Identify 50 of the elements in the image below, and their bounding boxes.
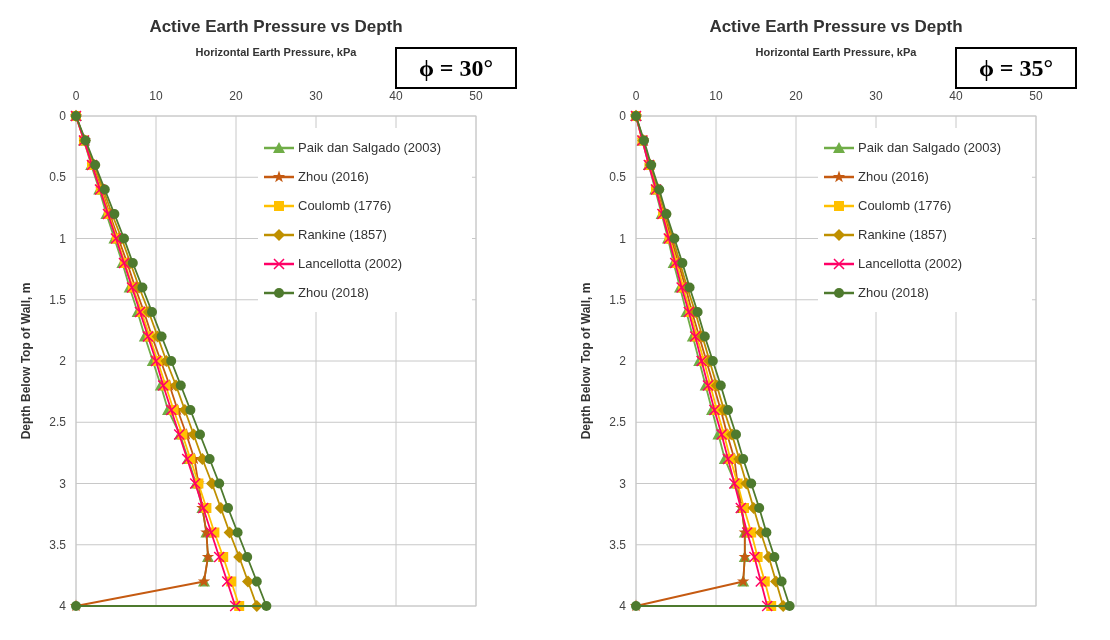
legend-label: Zhou (2016) <box>298 169 369 184</box>
chart-title: Active Earth Pressure vs Depth <box>149 17 403 36</box>
text: ϕ = 35° <box>978 55 1054 81</box>
y-tick-label: 2 <box>619 354 627 368</box>
x-tick-label: 20 <box>789 89 803 103</box>
y-tick-label: 2 <box>59 354 67 368</box>
x-tick-label: 0 <box>72 89 80 103</box>
chart-title: Active Earth Pressure vs Depth <box>709 17 963 36</box>
x-tick-label: 30 <box>869 89 883 103</box>
legend-label: Lancellotta (2002) <box>858 256 963 271</box>
y-tick-label: 2.5 <box>49 415 67 430</box>
x-tick-label: 10 <box>149 89 163 103</box>
legend-label: Zhou (2016) <box>858 169 929 184</box>
x-tick-label: 0 <box>632 89 640 103</box>
x-tick-label: 10 <box>709 89 723 103</box>
y-axis-title: Depth Below Top of Wall, m <box>19 282 33 440</box>
y-tick-label: 0.5 <box>609 170 627 185</box>
legend-label: Coulomb (1776) <box>858 198 952 213</box>
x-tick-label: 50 <box>469 89 483 103</box>
x-axis-title: Horizontal Earth Pressure, kPa <box>755 46 918 58</box>
text: ϕ = 30° <box>418 55 494 81</box>
x-tick-label: 50 <box>1029 89 1043 103</box>
y-tick-label: 3.5 <box>609 537 627 552</box>
legend-label: Zhou (2018) <box>858 285 929 300</box>
y-tick-label: 1 <box>619 231 627 246</box>
x-tick-label: 40 <box>389 89 403 103</box>
y-tick-label: 1.5 <box>609 292 627 307</box>
legend-label: Paik dan Salgado (2003) <box>298 140 442 155</box>
y-tick-label: 4 <box>59 599 67 613</box>
y-tick-label: 0 <box>59 109 67 123</box>
y-tick-label: 1 <box>59 231 67 246</box>
legend-label: Rankine (1857) <box>858 227 947 242</box>
y-tick-label: 4 <box>619 599 627 613</box>
y-tick-label: 2.5 <box>609 415 627 430</box>
x-tick-label: 20 <box>229 89 243 103</box>
y-axis-title: Depth Below Top of Wall, m <box>579 282 593 440</box>
legend-label: Lancellotta (2002) <box>298 256 403 271</box>
y-tick-label: 0.5 <box>49 170 67 185</box>
y-tick-label: 1.5 <box>49 292 67 307</box>
legend-label: Zhou (2018) <box>298 285 369 300</box>
legend-label: Rankine (1857) <box>298 227 387 242</box>
x-tick-label: 40 <box>949 89 963 103</box>
y-tick-label: 3.5 <box>49 537 67 552</box>
legend-label: Paik dan Salgado (2003) <box>858 140 1002 155</box>
x-axis-title: Horizontal Earth Pressure, kPa <box>195 46 358 58</box>
y-tick-label: 3 <box>59 476 67 491</box>
y-tick-label: 0 <box>619 109 627 123</box>
x-tick-label: 30 <box>309 89 323 103</box>
y-tick-label: 3 <box>619 476 627 491</box>
legend-label: Coulomb (1776) <box>298 198 392 213</box>
